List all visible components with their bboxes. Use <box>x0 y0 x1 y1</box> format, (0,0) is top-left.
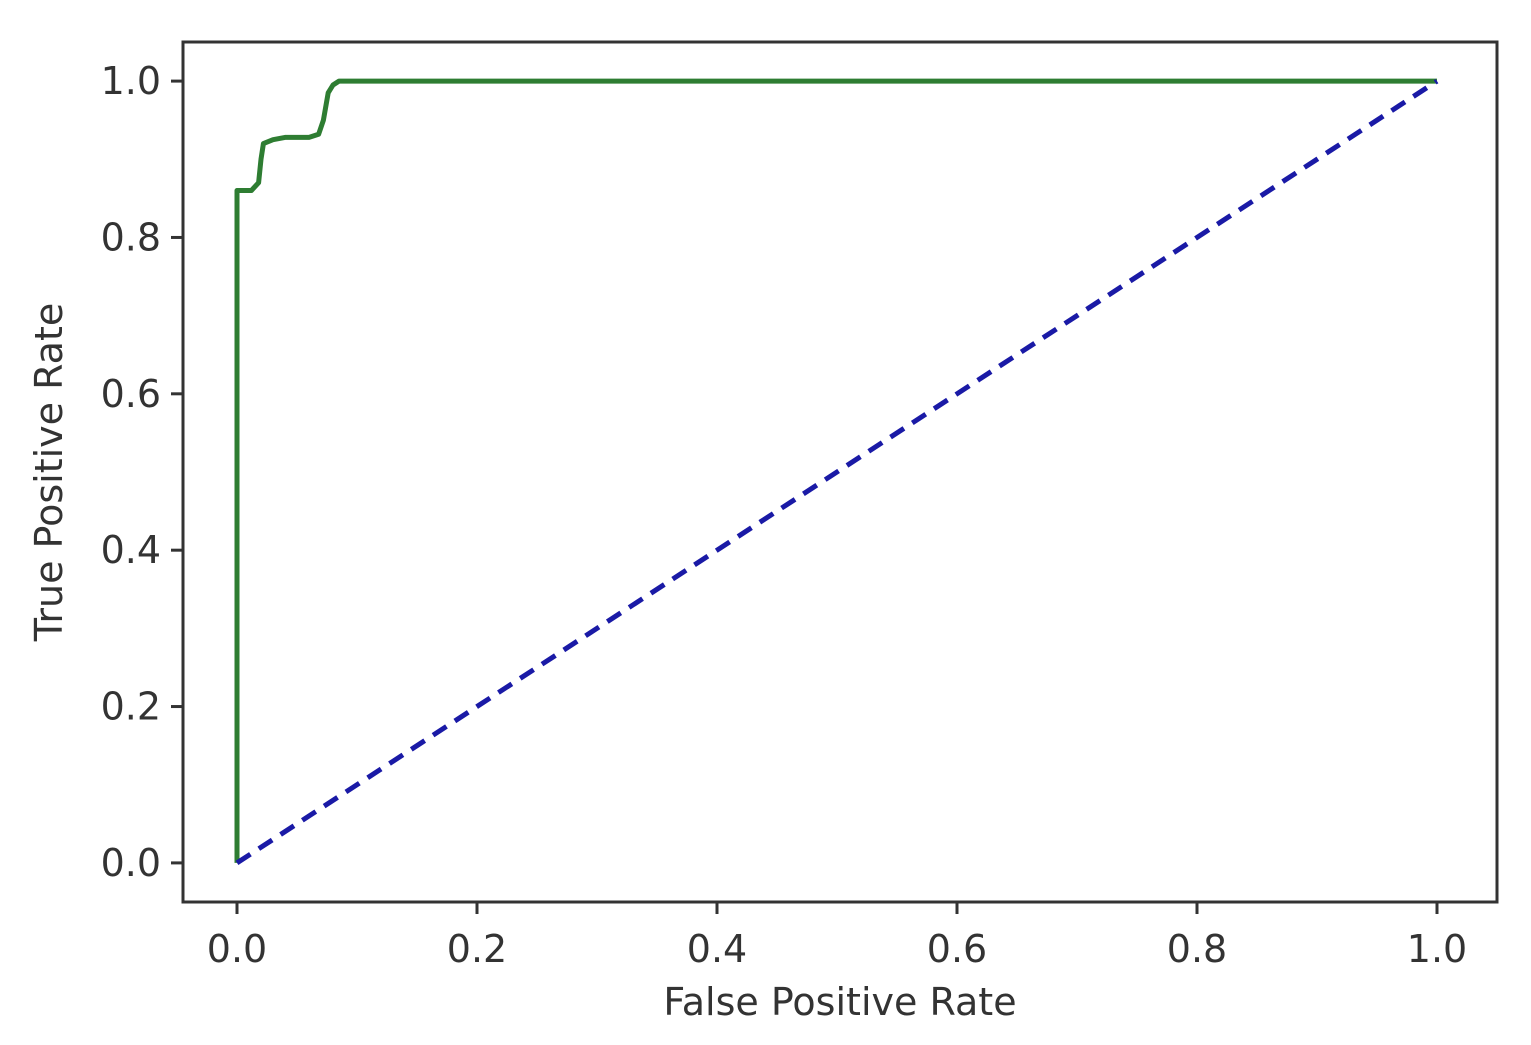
y-tick-label: 0.4 <box>101 528 161 572</box>
x-tick-label: 0.0 <box>207 927 267 971</box>
y-axis-ticks: 0.0 0.2 0.4 0.6 0.8 1.0 <box>101 59 183 885</box>
y-tick-label: 0.6 <box>101 372 161 416</box>
x-tick-label: 1.0 <box>1407 927 1467 971</box>
y-tick-label: 0.2 <box>101 685 161 729</box>
y-tick-label: 0.8 <box>101 215 161 259</box>
y-tick-label: 1.0 <box>101 59 161 103</box>
x-tick-label: 0.4 <box>687 927 747 971</box>
x-tick-label: 0.8 <box>1167 927 1227 971</box>
x-axis-label: False Positive Rate <box>663 980 1016 1024</box>
series-line-roc-curve <box>234 78 1437 863</box>
series-line-diagonal-reference <box>235 79 1439 865</box>
y-tick-label: 0.0 <box>101 841 161 885</box>
x-axis-ticks: 0.0 0.2 0.4 0.6 0.8 1.0 <box>207 902 1467 971</box>
axes-frame <box>181 40 1499 904</box>
y-axis-label: True Positive Rate <box>27 303 71 643</box>
x-tick-label: 0.6 <box>927 927 987 971</box>
x-tick-label: 0.2 <box>447 927 507 971</box>
series-layer <box>234 78 1439 865</box>
